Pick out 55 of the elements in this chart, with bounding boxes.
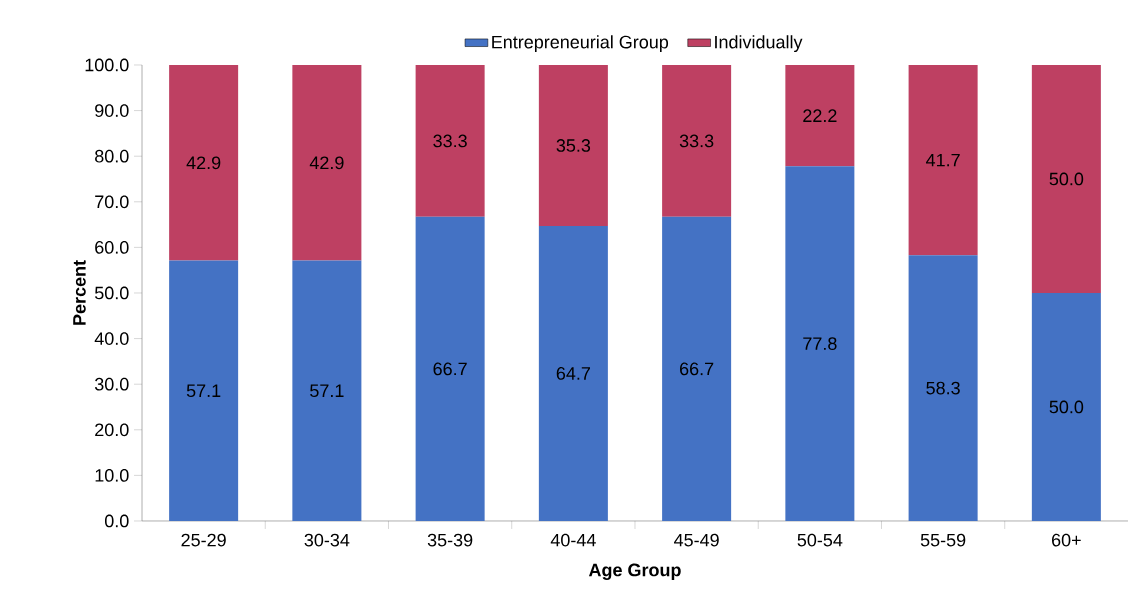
bar <box>662 216 732 521</box>
y-axis-title: Percent <box>73 260 86 325</box>
bar <box>908 255 978 521</box>
x-tick-label: 45-49 <box>674 533 719 547</box>
data-label: 66.7 <box>680 362 714 376</box>
data-label: 41.7 <box>926 153 960 167</box>
y-tick-label: 30.0 <box>94 377 129 391</box>
y-tick-label: 50.0 <box>94 286 129 300</box>
data-label: 66.7 <box>433 362 467 376</box>
data-label: 77.8 <box>803 337 837 350</box>
y-tick-label: 80.0 <box>95 149 129 163</box>
y-tick-label: 20.0 <box>95 423 129 437</box>
y-tick-label: 10.0 <box>95 469 129 482</box>
bar <box>1031 64 1101 293</box>
data-label: 42.9 <box>186 156 221 170</box>
x-tick-label: 50-54 <box>797 533 843 547</box>
legend-label: Individually <box>715 35 803 53</box>
y-tick-label: 100.0 <box>85 58 129 72</box>
legend-label: Entrepreneurial Group <box>492 35 669 53</box>
x-tick-label: 25-29 <box>181 533 226 547</box>
data-label: 64.7 <box>556 367 590 380</box>
bar <box>415 216 485 521</box>
x-tick-label: 35-39 <box>427 533 473 547</box>
data-label: 57.1 <box>186 384 221 398</box>
data-label: 57.1 <box>310 384 344 398</box>
y-tick-label: 60.0 <box>95 241 129 254</box>
bar <box>415 64 485 217</box>
bar <box>292 64 362 261</box>
data-label: 33.3 <box>433 134 467 148</box>
x-axis-title: Age Group <box>588 563 681 580</box>
data-label: 33.3 <box>679 134 714 148</box>
data-label: 50.0 <box>1049 172 1084 186</box>
x-tick-label: 60+ <box>1052 533 1081 547</box>
bar <box>785 64 855 167</box>
y-tick-label: 40.0 <box>94 332 129 345</box>
data-label: 35.3 <box>556 139 591 152</box>
bar <box>908 64 978 256</box>
bar <box>538 225 608 521</box>
data-label: 50.0 <box>1049 400 1084 414</box>
bar <box>1031 292 1101 521</box>
y-tick-label: 70.0 <box>95 195 129 209</box>
x-tick-label: 30-34 <box>304 533 350 547</box>
data-label: 58.3 <box>926 381 960 395</box>
y-tick-label: 0.0 <box>104 514 129 528</box>
bar <box>662 64 732 217</box>
data-label: 22.2 <box>803 109 837 122</box>
bar <box>785 166 855 521</box>
y-tick-label: 90.0 <box>95 104 129 117</box>
bar <box>538 64 608 226</box>
bar <box>169 260 239 521</box>
x-tick-label: 55-59 <box>920 533 966 547</box>
bar <box>169 64 239 261</box>
data-label: 42.9 <box>309 156 344 170</box>
x-tick-label: 40-44 <box>550 533 596 547</box>
bar <box>292 260 362 521</box>
